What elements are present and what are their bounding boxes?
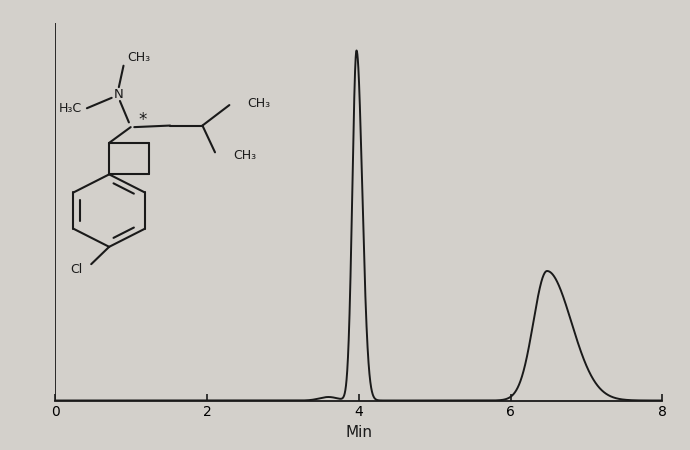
Text: CH₃: CH₃ <box>127 51 150 64</box>
Text: Cl: Cl <box>70 263 82 276</box>
Text: N: N <box>113 88 123 100</box>
Text: CH₃: CH₃ <box>247 97 270 110</box>
Text: H₃C: H₃C <box>59 102 82 115</box>
Text: CH₃: CH₃ <box>233 149 256 162</box>
X-axis label: Min: Min <box>345 425 373 440</box>
Text: *: * <box>138 111 146 129</box>
